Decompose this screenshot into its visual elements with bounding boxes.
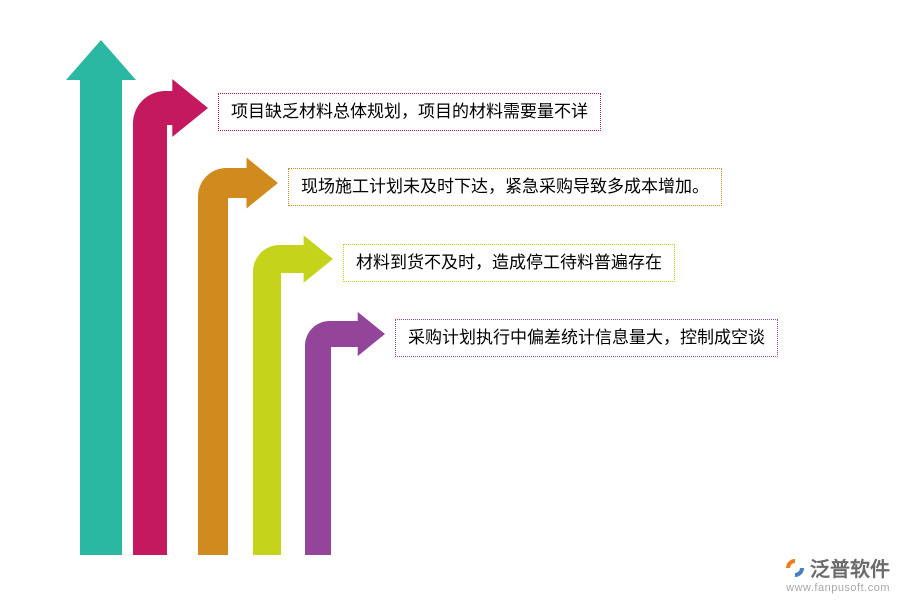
branch-textbox-3: 材料到货不及时，造成停工待料普遍存在 xyxy=(343,244,675,282)
diagram-canvas: 项目缺乏材料总体规划，项目的材料需要量不详现场施工计划未及时下达，紧急采购导致多… xyxy=(0,0,900,600)
branch-text-3: 材料到货不及时，造成停工待料普遍存在 xyxy=(356,253,662,272)
brand-row: 泛普软件 xyxy=(784,553,890,582)
branch-textbox-2: 现场施工计划未及时下达，紧急采购导致多成本增加。 xyxy=(288,168,722,206)
branch-text-2: 现场施工计划未及时下达，紧急采购导致多成本增加。 xyxy=(301,177,709,196)
branch-textbox-1: 项目缺乏材料总体规划，项目的材料需要量不详 xyxy=(218,93,601,131)
branch-arrow-1 xyxy=(133,79,208,555)
main-arrow xyxy=(66,40,136,555)
brand-text: 泛普软件 xyxy=(810,553,890,582)
branch-text-1: 项目缺乏材料总体规划，项目的材料需要量不详 xyxy=(231,102,588,121)
branch-text-4: 采购计划执行中偏差统计信息量大，控制成空谈 xyxy=(408,328,765,347)
brand-url: www.fanpusoft.com xyxy=(784,582,890,594)
brand-logo: 泛普软件 www.fanpusoft.com xyxy=(784,553,890,594)
branch-textbox-4: 采购计划执行中偏差统计信息量大，控制成空谈 xyxy=(395,319,778,357)
brand-icon xyxy=(784,557,806,579)
branch-arrow-4 xyxy=(305,312,385,555)
